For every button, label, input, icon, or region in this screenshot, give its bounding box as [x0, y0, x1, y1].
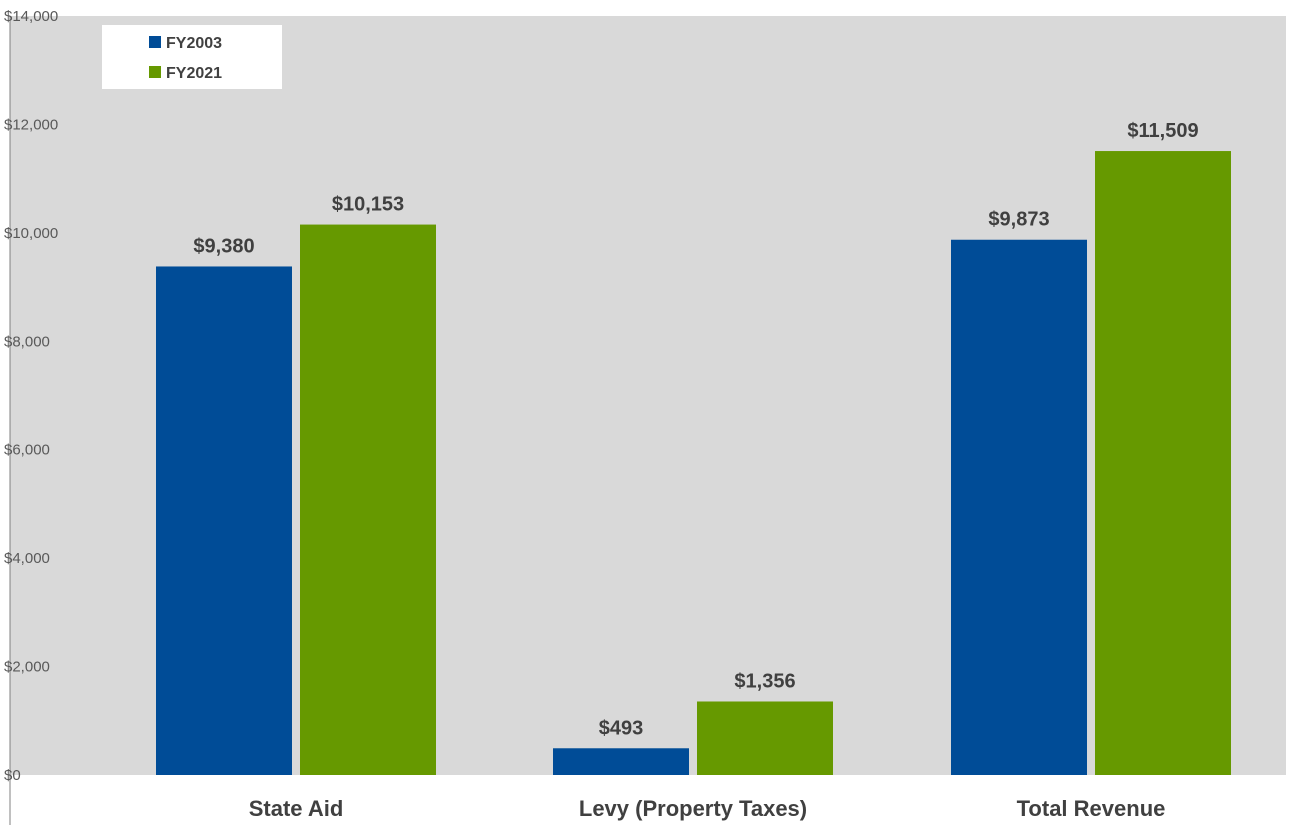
- data-label: $10,153: [332, 194, 404, 216]
- bar-fy2021: [1095, 151, 1231, 775]
- bar-fy2003: [156, 266, 292, 775]
- legend-label: FY2003: [166, 35, 222, 52]
- data-label: $9,873: [988, 209, 1049, 231]
- y-tick-label: $10,000: [4, 225, 58, 242]
- legend-swatch: [149, 66, 161, 78]
- y-tick-label: $0: [4, 767, 21, 784]
- y-tick-label: $8,000: [4, 333, 50, 350]
- x-tick-label: Levy (Property Taxes): [579, 796, 807, 821]
- y-tick-label: $12,000: [4, 116, 58, 133]
- legend-box: [102, 25, 282, 89]
- bar-fy2003: [553, 748, 689, 775]
- y-tick-label: $4,000: [4, 550, 50, 567]
- bars-group: [156, 151, 1231, 775]
- x-tick-label: State Aid: [249, 796, 344, 821]
- x-axis-labels: State Aid Levy (Property Taxes) Total Reve…: [249, 796, 1166, 821]
- bar-fy2003: [951, 239, 1087, 775]
- y-tick-label: $14,000: [4, 8, 58, 25]
- bar-fy2021: [697, 701, 833, 775]
- legend-swatch: [149, 36, 161, 48]
- data-label: $9,380: [193, 235, 254, 257]
- bar-fy2021: [300, 224, 436, 775]
- y-axis-ticks: $0 $2,000 $4,000 $6,000 $8,000 $10,000 $12,000…: [4, 8, 58, 784]
- legend-label: FY2021: [166, 65, 222, 82]
- y-tick-label: $2,000: [4, 659, 50, 676]
- data-label: $493: [599, 717, 644, 739]
- x-tick-label: Total Revenue: [1017, 796, 1166, 821]
- y-tick-label: $6,000: [4, 442, 50, 459]
- data-labels-group: $9,380 $10,153 $493 $1,356 $9,873 $11,509: [193, 120, 1198, 739]
- data-label: $1,356: [734, 670, 795, 692]
- data-label: $11,509: [1127, 120, 1198, 142]
- legend: FY2003 FY2021: [102, 25, 282, 89]
